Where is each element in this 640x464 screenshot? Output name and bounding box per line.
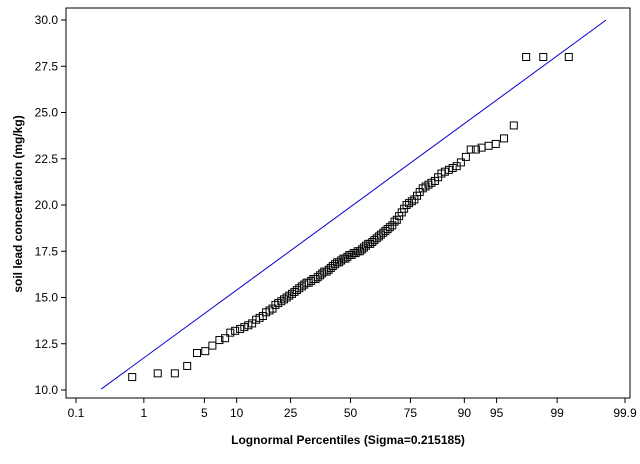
data-markers xyxy=(128,53,573,382)
y-tick-label: 10.0 xyxy=(35,383,59,397)
y-tick-label: 15.0 xyxy=(35,291,59,305)
x-axis: 0.1 1 5 10 25 50 75 90 95 99 99.9 xyxy=(68,398,637,420)
data-point xyxy=(265,306,274,315)
plot-frame xyxy=(65,7,631,399)
data-point xyxy=(471,145,480,154)
data-point xyxy=(215,336,224,345)
y-tick-label: 20.0 xyxy=(35,198,59,212)
y-tick-label: 12.5 xyxy=(35,337,59,351)
data-point xyxy=(236,324,245,333)
x-tick-label: 99 xyxy=(550,406,564,420)
data-point xyxy=(484,141,493,150)
data-point xyxy=(221,334,230,343)
x-tick-label: 10 xyxy=(230,406,244,420)
data-point xyxy=(226,328,235,337)
y-axis: 10.0 12.5 15.0 17.5 20.0 22.5 25.0 27.5 30.0 xyxy=(35,13,66,397)
data-point xyxy=(499,134,508,143)
data-point xyxy=(539,53,548,61)
data-point xyxy=(193,349,202,357)
data-point xyxy=(183,361,192,370)
y-tick-label: 17.5 xyxy=(35,244,59,258)
data-point xyxy=(390,217,399,226)
data-point xyxy=(456,158,465,167)
data-point xyxy=(466,145,475,154)
data-point xyxy=(208,341,217,350)
y-tick-label: 22.5 xyxy=(35,152,59,166)
x-tick-label: 1 xyxy=(141,406,148,420)
x-tick-label: 95 xyxy=(490,406,504,420)
data-point xyxy=(153,369,162,378)
x-tick-label: 75 xyxy=(404,406,418,420)
data-point xyxy=(231,326,240,335)
x-tick-label: 50 xyxy=(344,406,358,420)
data-point xyxy=(461,152,470,161)
data-point xyxy=(491,139,500,148)
x-tick-label: 5 xyxy=(201,406,208,420)
y-tick-label: 27.5 xyxy=(35,59,59,73)
data-point xyxy=(509,121,518,130)
data-point xyxy=(564,53,573,61)
y-axis-title: soil lead concentration (mg/kg) xyxy=(11,115,25,292)
x-tick-label: 90 xyxy=(458,406,472,420)
data-point xyxy=(128,373,137,382)
x-tick-label: 0.1 xyxy=(68,406,85,420)
fit-line xyxy=(100,19,607,390)
data-point xyxy=(201,347,210,356)
x-tick-label: 25 xyxy=(284,406,298,420)
data-point xyxy=(307,276,316,285)
data-point xyxy=(385,223,394,232)
x-tick-label: 99.9 xyxy=(613,406,637,420)
data-point xyxy=(440,167,449,176)
data-point xyxy=(170,369,179,378)
y-tick-label: 30.0 xyxy=(35,13,59,27)
y-tick-label: 25.0 xyxy=(35,106,59,120)
data-point xyxy=(522,53,531,61)
x-axis-title: Lognormal Percentiles (Sigma=0.215185) xyxy=(231,433,465,447)
data-point xyxy=(407,197,416,206)
